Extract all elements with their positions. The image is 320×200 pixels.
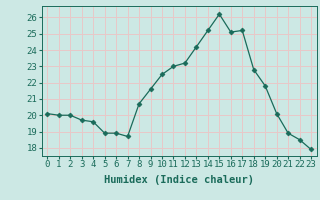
X-axis label: Humidex (Indice chaleur): Humidex (Indice chaleur) — [104, 175, 254, 185]
